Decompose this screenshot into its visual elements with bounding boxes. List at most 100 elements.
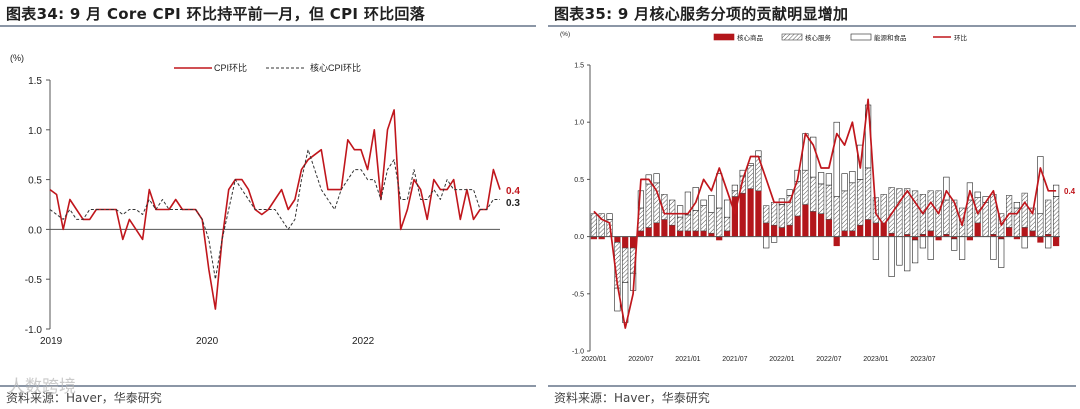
bar-energy-food (724, 199, 731, 218)
y-tick-label: -0.5 (25, 275, 43, 286)
bar-core-goods (637, 230, 644, 237)
end-label-cpi: 0.4 (506, 186, 520, 197)
y-tick-label: 1.0 (574, 120, 584, 127)
bar-core-goods (614, 236, 621, 243)
bar-energy-food (833, 121, 840, 197)
x-tick-label: 2021/01 (675, 356, 700, 363)
bar-core-services (927, 190, 934, 232)
bar-core-goods (684, 230, 692, 237)
bar-energy-food (708, 195, 715, 213)
bar-core-services (904, 188, 911, 235)
bar-energy-food (998, 238, 1005, 268)
bar-core-goods (935, 236, 942, 241)
bar-core-services (716, 207, 723, 237)
x-tick-label: 2023/07 (910, 356, 935, 363)
bar-energy-food (763, 236, 770, 249)
x-tick-label: 2022 (352, 336, 375, 347)
bar-core-services (817, 183, 825, 215)
bar-energy-food (990, 236, 997, 260)
bar-core-goods (630, 236, 637, 249)
bar-core-services (833, 196, 840, 237)
bar-core-services (880, 194, 887, 224)
bar-core-goods (911, 236, 919, 241)
legend-core-services-label: 核心服务 (805, 33, 832, 42)
bar-core-services (943, 199, 950, 235)
bar-core-goods (1021, 227, 1028, 237)
legend-energy-food-label: 能源和食品 (874, 33, 907, 42)
bar-core-services (622, 247, 629, 283)
end-label-mom: 0.4 (1064, 187, 1076, 196)
x-tick-label: 2020 (196, 336, 219, 347)
bar-energy-food (771, 236, 778, 243)
y-tick-label: 0.0 (28, 225, 42, 236)
bar-core-goods (747, 188, 754, 237)
bar-energy-food (684, 191, 692, 216)
bar-energy-food (700, 199, 707, 206)
bar-energy-food (692, 187, 699, 211)
bar-core-services (731, 190, 739, 197)
bar-energy-food (802, 133, 809, 171)
bar-energy-food (1021, 236, 1028, 249)
right-chart-panel: 图表35: 9 月核心服务分项的贡献明显增加 (%) 1.5 1.0 0.5 0.0 -0… (548, 0, 1080, 409)
y-tick-label: 0.0 (574, 234, 584, 241)
bar-core-services (669, 199, 676, 226)
bar-energy-food (653, 173, 660, 184)
bar-core-services (1037, 213, 1044, 237)
y-unit-label: (%) (10, 53, 24, 63)
bar-energy-food (927, 236, 934, 260)
right-top-rule (548, 25, 1076, 27)
bar-energy-food (951, 238, 958, 251)
end-label-core: 0.3 (506, 198, 520, 209)
y-tick-label: -0.5 (572, 291, 584, 298)
bar-energy-food (904, 236, 911, 272)
y-tick-label: 1.5 (28, 76, 42, 87)
bar-core-goods (786, 224, 793, 237)
bar-core-services (841, 190, 848, 232)
y-tick-label: 0.5 (574, 177, 584, 184)
bar-core-services (864, 167, 872, 220)
bar-core-goods (794, 215, 801, 237)
bar-energy-food (841, 173, 848, 192)
bar-core-services (1029, 207, 1036, 232)
bar-core-goods (888, 232, 895, 237)
bar-core-goods (677, 230, 684, 237)
bar-core-goods (755, 190, 762, 237)
bar-core-goods (825, 219, 833, 237)
bar-core-services (1021, 192, 1028, 228)
bar-core-goods (833, 236, 840, 247)
bar-core-goods (1029, 230, 1036, 237)
bar-core-goods (1005, 227, 1013, 237)
bar-energy-food (622, 282, 629, 323)
bar-energy-food (896, 236, 903, 266)
legend-core-services-swatch (781, 33, 803, 41)
bar-core-services (911, 190, 919, 237)
legend-label-cpi: CPI环比 (214, 62, 247, 73)
y-tick-label: 1.5 (574, 63, 584, 70)
bar-core-services (708, 212, 715, 234)
bar-core-services (771, 202, 778, 226)
bar-core-goods (669, 224, 676, 237)
bar-core-goods (763, 222, 770, 237)
cpi-mom-line (49, 109, 501, 310)
bar-core-services (747, 165, 754, 189)
bar-core-goods (966, 236, 974, 241)
bar-core-goods (1037, 236, 1044, 243)
legend-energy-food-swatch (850, 33, 872, 41)
mom-line (593, 98, 1057, 329)
bar-energy-food (731, 184, 739, 192)
bar-core-services (896, 188, 903, 237)
bar-core-goods (817, 213, 825, 237)
bar-core-services (692, 210, 699, 232)
bar-core-services (849, 182, 856, 232)
bar-core-goods (802, 204, 809, 237)
legend-core-goods-swatch (713, 33, 735, 41)
bar-core-services (684, 214, 692, 232)
bar-core-goods (653, 222, 660, 237)
bar-core-services (724, 216, 731, 232)
bar-core-goods (778, 227, 786, 237)
x-tick-label: 2020/01 (581, 356, 606, 363)
bar-energy-food (817, 172, 825, 185)
bar-energy-food (810, 136, 817, 178)
y-tick-label: 0.5 (28, 176, 42, 187)
